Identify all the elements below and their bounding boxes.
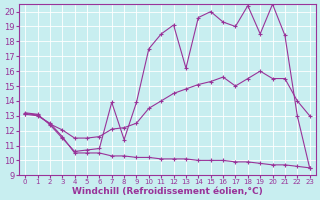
X-axis label: Windchill (Refroidissement éolien,°C): Windchill (Refroidissement éolien,°C): [72, 187, 263, 196]
